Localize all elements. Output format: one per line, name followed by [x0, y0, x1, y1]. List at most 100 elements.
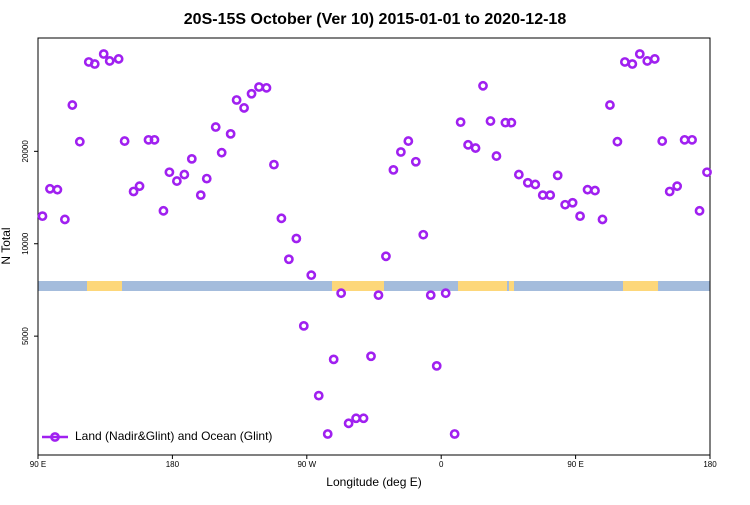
- data-point: [67, 100, 78, 110]
- legend-label: Land (Nadir&Glint) and Ocean (Glint): [75, 429, 272, 443]
- data-point: [545, 190, 556, 201]
- y-tick-label: 5000: [21, 327, 30, 345]
- x-tick-label: 90 E: [30, 460, 46, 469]
- data-point: [403, 136, 414, 146]
- x-tick-label: 180: [166, 460, 180, 469]
- data-point: [313, 390, 324, 401]
- data-point: [440, 288, 451, 299]
- data-point: [298, 320, 309, 331]
- data-point: [470, 143, 481, 153]
- data-point: [149, 134, 160, 145]
- data-point: [612, 136, 623, 147]
- data-point: [627, 59, 638, 69]
- data-point: [158, 205, 169, 216]
- data-point: [186, 153, 197, 164]
- data-point: [449, 429, 460, 439]
- data-point: [276, 213, 287, 224]
- data-point: [261, 82, 272, 93]
- x-tick-label: 180: [703, 460, 717, 469]
- data-point: [328, 354, 339, 365]
- data-point: [702, 167, 712, 178]
- land-strip: [458, 281, 507, 291]
- data-point: [657, 136, 668, 146]
- plot-frame: [37, 37, 711, 456]
- legend-marker: [50, 432, 60, 442]
- x-axis-label: Longitude (deg E): [326, 475, 421, 489]
- data-point: [664, 186, 675, 197]
- data-point: [478, 80, 488, 91]
- data-point: [128, 186, 139, 197]
- data-point: [89, 59, 100, 69]
- data-point: [201, 173, 212, 184]
- data-point: [694, 205, 705, 216]
- data-point: [410, 156, 421, 167]
- data-point: [171, 176, 182, 186]
- data-point: [687, 134, 697, 145]
- y-axis-label: N Total: [0, 227, 13, 264]
- data-point: [343, 418, 354, 429]
- land-strip: [87, 281, 122, 291]
- data-point: [119, 136, 130, 146]
- data-point: [336, 288, 347, 299]
- data-point: [672, 181, 683, 192]
- data-point: [634, 49, 645, 59]
- data-point: [463, 139, 473, 150]
- data-point: [104, 56, 115, 66]
- data-point: [231, 95, 242, 105]
- data-point: [269, 159, 279, 170]
- x-tick-label: 0: [439, 460, 444, 469]
- data-point: [59, 214, 70, 225]
- data-point: [283, 254, 294, 265]
- data-point: [395, 147, 406, 157]
- land-ocean-strip: [38, 281, 710, 291]
- land-strip: [623, 281, 658, 291]
- data-point: [530, 179, 541, 190]
- data-point: [575, 211, 585, 222]
- data-point: [381, 251, 391, 262]
- data-point: [649, 54, 660, 64]
- data-point: [388, 164, 399, 175]
- data-point: [239, 103, 249, 113]
- data-point: [195, 190, 206, 201]
- data-point: [306, 270, 317, 281]
- data-point: [210, 122, 221, 132]
- data-point: [37, 211, 48, 222]
- data-point: [216, 147, 227, 158]
- data-point: [485, 116, 496, 126]
- data-point: [322, 429, 333, 439]
- y-tick-label: 10000: [21, 232, 30, 255]
- data-point: [491, 151, 502, 161]
- data-point: [74, 136, 85, 147]
- y-tick-label: 20000: [21, 140, 30, 163]
- data-point: [513, 169, 524, 180]
- data-point: [455, 117, 466, 128]
- chart-title: 20S-15S October (Ver 10) 2015-01-01 to 2…: [184, 11, 567, 28]
- data-point: [291, 233, 302, 244]
- data-point: [418, 229, 429, 240]
- data-point: [605, 100, 615, 110]
- data-point: [552, 170, 563, 181]
- data-point: [567, 197, 578, 208]
- data-point: [590, 185, 600, 196]
- data-point: [246, 88, 257, 99]
- data-point: [366, 351, 376, 362]
- data-point: [373, 290, 384, 301]
- data-point: [113, 54, 124, 64]
- data-point: [597, 214, 608, 225]
- data-point: [358, 413, 369, 424]
- data-point: [98, 49, 109, 59]
- data-point: [52, 184, 63, 195]
- x-tick-label: 90 E: [567, 460, 583, 469]
- data-point: [134, 181, 145, 192]
- land-strip: [509, 281, 514, 291]
- land-strip: [332, 281, 384, 291]
- data-point: [425, 290, 436, 301]
- data-point: [431, 360, 442, 371]
- data-point: [179, 169, 190, 180]
- data-point: [506, 117, 517, 128]
- data-point: [225, 128, 236, 139]
- x-tick-label: 90 W: [297, 460, 316, 469]
- data-point: [164, 167, 175, 178]
